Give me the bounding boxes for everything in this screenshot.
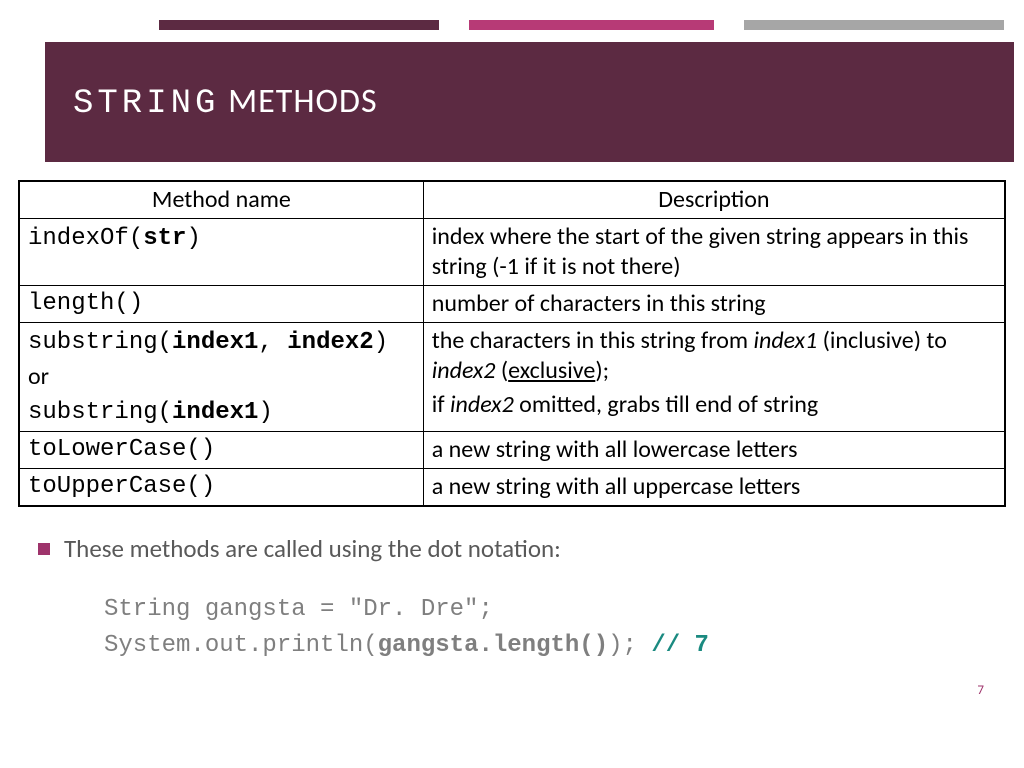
cell-method: length()	[19, 286, 423, 323]
bullet-icon	[38, 543, 50, 555]
cell-description: number of characters in this string	[423, 286, 1005, 323]
table-row: toUpperCase() a new string with all uppe…	[19, 469, 1005, 507]
bullet-text: These methods are called using the dot n…	[64, 533, 561, 564]
code-block: String gangsta = "Dr. Dre"; System.out.p…	[104, 592, 984, 664]
table-row: substring(index1, index2) or substring(i…	[19, 323, 1005, 432]
accent-bar-2	[469, 20, 714, 30]
table-header-row: Method name Description	[19, 181, 1005, 219]
bullet-block: These methods are called using the dot n…	[38, 533, 984, 664]
cell-description: index where the start of the given strin…	[423, 219, 1005, 286]
code-line-1: String gangsta = "Dr. Dre";	[104, 592, 984, 628]
cell-description: the characters in this string from index…	[423, 323, 1005, 432]
table-row: toLowerCase() a new string with all lowe…	[19, 432, 1005, 469]
cell-method: toLowerCase()	[19, 432, 423, 469]
title-mono: STRING	[73, 85, 219, 123]
table-row: length() number of characters in this st…	[19, 286, 1005, 323]
table-row: indexOf(str) index where the start of th…	[19, 219, 1005, 286]
title-sans: METHODS	[219, 81, 377, 122]
title-band: STRING METHODS	[45, 42, 1014, 162]
code-line-2: System.out.println(gangsta.length()); //…	[104, 628, 984, 664]
cell-method: toUpperCase()	[19, 469, 423, 507]
cell-method: substring(index1, index2) or substring(i…	[19, 323, 423, 432]
accent-bars	[0, 0, 1024, 30]
cell-description: a new string with all uppercase letters	[423, 469, 1005, 507]
accent-bar-1	[159, 20, 439, 30]
methods-table: Method name Description indexOf(str) ind…	[18, 180, 1006, 507]
slide-title: STRING METHODS	[73, 81, 378, 123]
cell-method: indexOf(str)	[19, 219, 423, 286]
accent-bar-3	[744, 20, 1004, 30]
cell-description: a new string with all lowercase letters	[423, 432, 1005, 469]
page-number: 7	[977, 683, 984, 698]
header-method: Method name	[19, 181, 423, 219]
header-description: Description	[423, 181, 1005, 219]
